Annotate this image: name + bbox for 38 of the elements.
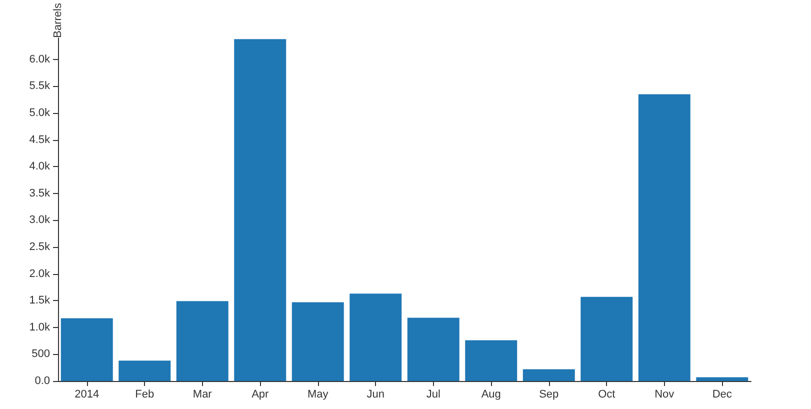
bar: [580, 296, 633, 381]
x-tick-label: Mar: [192, 388, 212, 400]
bar: [118, 360, 171, 381]
bar: [522, 369, 575, 381]
y-tick-label: 2.0k: [29, 268, 50, 280]
y-tick-label: 4.0k: [29, 160, 50, 173]
x-tick-label: Feb: [135, 388, 154, 400]
y-tick-label: 2.5k: [29, 241, 50, 254]
bar: [407, 318, 460, 381]
x-tick-label: Jul: [426, 388, 440, 400]
x-tick-label: Aug: [481, 388, 501, 400]
y-axis-title: Barrels: [52, 2, 64, 38]
y-tick-label: 5.0k: [29, 107, 50, 120]
bar: [638, 94, 690, 381]
bar: [350, 294, 402, 381]
bar: [234, 39, 286, 381]
x-tick-label: Sep: [539, 388, 559, 400]
bar: [465, 340, 518, 381]
y-tick-label: 1.5k: [29, 294, 50, 307]
x-tick-label: 2014: [74, 388, 100, 400]
y-tick-label: 500: [32, 348, 50, 360]
bar: [292, 302, 344, 381]
y-tick-label: 0.0: [34, 375, 50, 387]
y-tick-label: 5.5k: [29, 80, 50, 92]
y-tick-label: 4.5k: [29, 134, 50, 146]
y-tick-label: 3.0k: [29, 214, 50, 226]
y-tick-label: 6.0k: [29, 53, 50, 66]
x-tick-label: Oct: [598, 388, 616, 400]
x-tick-label: Nov: [654, 388, 675, 400]
x-tick-label: May: [307, 388, 329, 400]
bar: [176, 301, 228, 381]
x-tick-label: Jun: [366, 388, 384, 400]
y-tick-label: 1.0k: [29, 321, 50, 334]
x-tick-label: Dec: [712, 388, 732, 400]
bar: [60, 318, 113, 381]
y-tick-label: 3.5k: [29, 187, 50, 200]
x-tick-label: Apr: [252, 388, 270, 400]
bar: [696, 377, 748, 381]
